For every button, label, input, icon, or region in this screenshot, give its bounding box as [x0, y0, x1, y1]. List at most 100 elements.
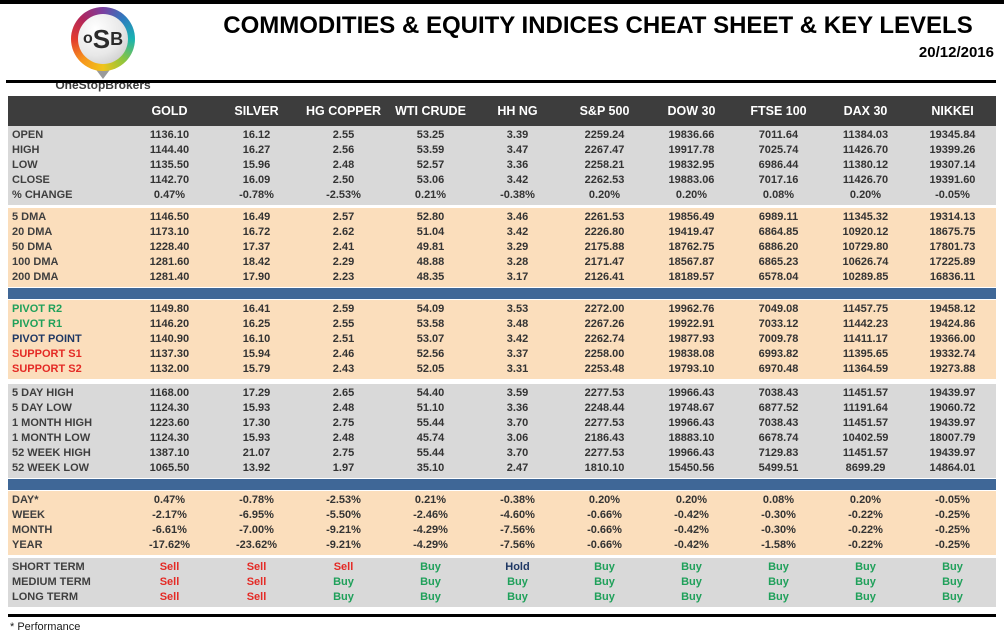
section-quotes: OPEN 1136.10 16.12 2.55 53.25 3.39 2259.24 1983… — [8, 126, 996, 205]
row-label: SUPPORT S2 — [12, 363, 82, 375]
cell: 2258.00 — [584, 348, 625, 360]
table-row: PIVOT R1 1146.20 16.25 2.55 53.58 3.48 2267.26… — [8, 317, 996, 332]
cell: 2259.24 — [584, 129, 625, 141]
cell: Buy — [333, 576, 354, 588]
cell: -0.05% — [935, 494, 970, 506]
cell: 15.96 — [242, 159, 271, 171]
cell: -2.53% — [326, 494, 361, 506]
row-label: % CHANGE — [12, 189, 73, 201]
cell: 2.46 — [332, 348, 355, 360]
cell: 16.27 — [242, 144, 271, 156]
cell: Sell — [159, 576, 180, 588]
cell: 54.09 — [416, 303, 445, 315]
table-row: 5 DAY LOW 1124.30 15.93 2.48 51.10 3.36 2248.4… — [8, 401, 996, 416]
cell: 2186.43 — [584, 432, 625, 444]
row-label: PIVOT R2 — [12, 303, 63, 315]
cell: 19366.00 — [929, 333, 976, 345]
performance-footnote: * Performance — [10, 621, 81, 633]
cell: Buy — [507, 591, 528, 603]
section-ranges: 5 DAY HIGH 1168.00 17.29 2.65 54.40 3.59 2277.… — [8, 384, 996, 478]
table-row: MEDIUM TERM Sell Sell Buy Buy Buy Buy Buy Buy Buy… — [8, 575, 996, 590]
column-header: DOW 30 — [667, 104, 716, 118]
table-row: LONG TERM Sell Sell Buy Buy Buy Buy Buy Buy Buy Bu… — [8, 590, 996, 605]
cell: 52.56 — [416, 348, 445, 360]
cell: 18883.10 — [668, 432, 715, 444]
cell: 2.62 — [332, 226, 355, 238]
cell: Buy — [855, 591, 876, 603]
cell: 11451.57 — [842, 387, 889, 399]
row-label: HIGH — [12, 144, 40, 156]
cell: Hold — [505, 561, 530, 573]
column-header: SILVER — [234, 104, 279, 118]
cell: 0.20% — [849, 494, 882, 506]
cell: -9.21% — [326, 524, 361, 536]
cell: 11395.65 — [842, 348, 889, 360]
table-row: PIVOT POINT 1140.90 16.10 2.51 53.07 3.42 2262… — [8, 332, 996, 347]
cell: 3.17 — [506, 271, 529, 283]
cell: Buy — [942, 576, 963, 588]
cell: Sell — [333, 561, 354, 573]
row-label: MONTH — [12, 524, 53, 536]
cell: 11442.23 — [842, 318, 889, 330]
cell: 1065.50 — [149, 462, 190, 474]
cell: 19273.88 — [929, 363, 976, 375]
cell: Buy — [594, 591, 615, 603]
cell: 6989.11 — [758, 211, 799, 223]
cell: -0.05% — [935, 189, 970, 201]
cell: -2.17% — [152, 509, 187, 521]
header-rule — [6, 80, 996, 83]
cell: Buy — [942, 561, 963, 573]
row-label: 52 WEEK HIGH — [12, 447, 91, 459]
cell: 2126.41 — [584, 271, 625, 283]
cell: 3.06 — [506, 432, 529, 444]
row-label: 20 DMA — [12, 226, 53, 238]
cell: 3.29 — [506, 241, 529, 253]
cell: 7038.43 — [758, 387, 799, 399]
cell: -4.29% — [413, 539, 448, 551]
cell: 2262.74 — [584, 333, 625, 345]
table-row: 1 MONTH LOW 1124.30 15.93 2.48 45.74 3.06 2186… — [8, 431, 996, 446]
row-label: PIVOT R1 — [12, 318, 63, 330]
cell: 8699.29 — [845, 462, 886, 474]
cell: 52.57 — [416, 159, 445, 171]
cell: 0.47% — [153, 189, 186, 201]
cell: 17.90 — [242, 271, 271, 283]
cell: 10626.74 — [842, 256, 889, 268]
table-row: WEEK -2.17% -6.95% -5.50% -2.46% -4.60% -0.66%… — [8, 508, 996, 523]
cell: Buy — [768, 561, 789, 573]
cell: 2258.21 — [584, 159, 625, 171]
cell: 19314.13 — [929, 211, 976, 223]
cell: 6993.82 — [758, 348, 799, 360]
cell: Buy — [420, 591, 441, 603]
cell: 2226.80 — [584, 226, 625, 238]
cell: 11411.17 — [843, 333, 888, 345]
page-title: COMMODITIES & EQUITY INDICES CHEAT SHEET… — [223, 12, 973, 39]
cell: 19836.66 — [668, 129, 715, 141]
cell: 2262.53 — [584, 174, 625, 186]
cell: Buy — [681, 561, 702, 573]
cell: 2.41 — [332, 241, 355, 253]
top-rule — [0, 0, 1004, 4]
cell: 11451.57 — [842, 447, 889, 459]
cell: 2267.47 — [584, 144, 625, 156]
cell: 1223.60 — [149, 417, 190, 429]
row-label: MEDIUM TERM — [12, 576, 91, 588]
cell: 19332.74 — [929, 348, 976, 360]
cell: -0.22% — [848, 539, 883, 551]
cell: Buy — [420, 561, 441, 573]
cell: 19966.43 — [668, 387, 715, 399]
cell: 1281.40 — [149, 271, 190, 283]
cell: 19838.08 — [668, 348, 715, 360]
cell: 18.42 — [242, 256, 271, 268]
cell: 3.39 — [506, 129, 529, 141]
row-label: 5 DAY HIGH — [12, 387, 74, 399]
cell: 16.12 — [242, 129, 271, 141]
row-label: 5 DAY LOW — [12, 402, 72, 414]
cell: 19748.67 — [668, 402, 715, 414]
cell: 1149.80 — [149, 303, 190, 315]
cell: -7.00% — [239, 524, 274, 536]
cell: 19917.78 — [668, 144, 715, 156]
cell: 7049.08 — [758, 303, 799, 315]
table-row: 52 WEEK LOW 1065.50 13.92 1.97 35.10 2.47 1810… — [8, 461, 996, 476]
